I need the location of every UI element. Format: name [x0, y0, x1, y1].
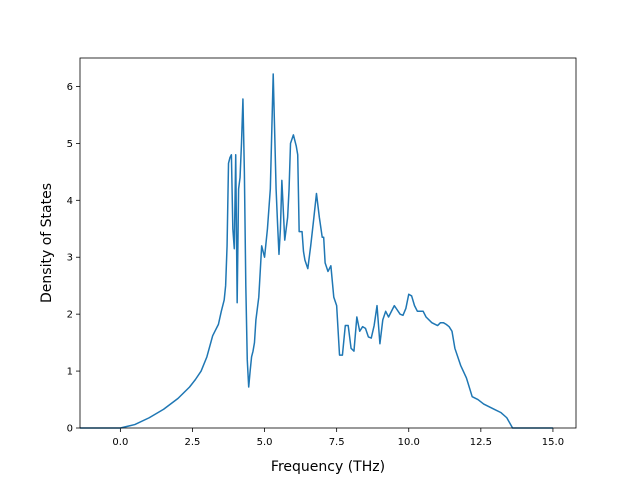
y-tick-label: 1 — [67, 367, 73, 378]
plot-area — [80, 58, 576, 428]
y-tick-label: 0 — [67, 424, 73, 435]
y-tick-label: 2 — [67, 310, 73, 321]
x-tick-label: 15.0 — [542, 437, 564, 448]
y-tick-label: 6 — [67, 82, 73, 93]
x-axis-ticks: 0.0 2.5 5.0 7.5 10.0 12.5 15.0 — [112, 428, 564, 448]
y-tick-label: 4 — [67, 196, 73, 207]
series-line-dos — [80, 73, 553, 429]
x-tick-label: 0.0 — [112, 437, 128, 448]
x-tick-label: 5.0 — [257, 437, 273, 448]
x-tick-label: 12.5 — [470, 437, 492, 448]
y-tick-label: 5 — [67, 139, 73, 150]
plot-frame — [79, 57, 577, 429]
y-axis-title: Density of States — [39, 183, 55, 303]
x-tick-label: 7.5 — [329, 437, 345, 448]
x-tick-label: 10.0 — [398, 437, 420, 448]
x-tick-label: 2.5 — [185, 437, 201, 448]
y-tick-label: 3 — [67, 253, 73, 264]
x-axis-title: Frequency (THz) — [271, 459, 385, 475]
y-axis-ticks: 0 1 2 3 4 5 6 — [67, 82, 80, 435]
